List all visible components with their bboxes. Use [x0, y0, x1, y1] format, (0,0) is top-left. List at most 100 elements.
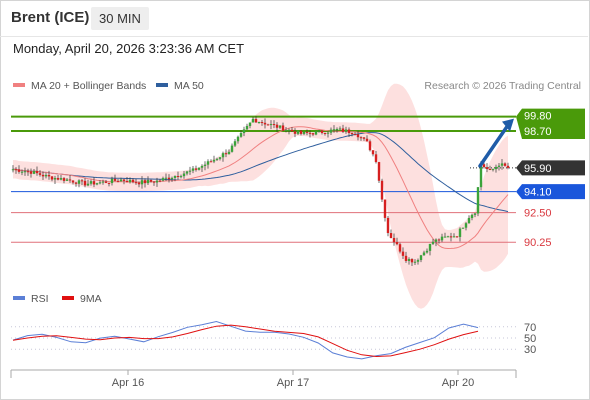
- candle-body: [23, 171, 27, 173]
- candle-body: [317, 130, 321, 132]
- candle-body: [227, 151, 231, 155]
- ma20-line: [13, 126, 509, 250]
- candle-body: [269, 124, 273, 126]
- candle-body: [335, 128, 339, 130]
- candle-body: [338, 128, 342, 130]
- candle-body: [152, 181, 156, 183]
- candle-body: [95, 183, 99, 185]
- candle-body: [383, 199, 387, 218]
- candle-body: [395, 242, 399, 245]
- candle-body: [206, 161, 210, 165]
- candle-body: [56, 177, 60, 180]
- rsi-tick-label: 30: [524, 344, 536, 356]
- candle-body: [308, 132, 312, 134]
- candle-body: [359, 137, 363, 139]
- timeframe-button[interactable]: 30 MIN: [91, 7, 149, 30]
- candle-body: [329, 129, 333, 133]
- candle-body: [410, 258, 414, 263]
- candle-body: [74, 182, 78, 184]
- candle-body: [101, 181, 105, 183]
- candle-body: [446, 236, 450, 238]
- projection-arrow-head: [502, 118, 514, 132]
- level-tag-94-10: 94.10: [524, 187, 552, 199]
- candle-body: [230, 145, 234, 152]
- candle-body: [344, 129, 348, 132]
- candle-body: [443, 236, 447, 238]
- candle-body: [179, 176, 183, 178]
- candle-body: [503, 163, 507, 166]
- candle-body: [380, 180, 384, 200]
- candle-body: [497, 165, 501, 167]
- legend-ma20-swatch: [13, 83, 25, 88]
- candle-body: [167, 177, 171, 180]
- legend-rsi-label: RSI: [31, 293, 49, 305]
- candle-body: [92, 181, 96, 185]
- candle-body: [320, 130, 324, 134]
- candle-body: [200, 165, 204, 168]
- candle-body: [407, 258, 411, 261]
- candle-body: [326, 132, 330, 134]
- candle-body: [293, 131, 297, 134]
- level-tag-99-80: 99.80: [524, 111, 552, 123]
- candle-body: [473, 213, 477, 215]
- candle-body: [311, 133, 315, 135]
- x-tick-label: Apr 20: [442, 377, 474, 389]
- level-tag-90-25: 90.25: [524, 237, 552, 249]
- candle-body: [41, 174, 45, 177]
- candle-body: [332, 129, 336, 131]
- rsi-tick-label: 70: [524, 322, 536, 334]
- legend-ma20-label: MA 20 + Bollinger Bands: [31, 80, 147, 92]
- candle-body: [203, 164, 207, 166]
- candle-body: [212, 159, 216, 162]
- candle-body: [374, 154, 378, 163]
- candle-body: [182, 173, 186, 177]
- candle-body: [158, 180, 162, 182]
- candle-body: [458, 228, 462, 237]
- candle-body: [449, 236, 453, 238]
- level-tag-98-70: 98.70: [524, 126, 552, 138]
- candle-body: [377, 162, 381, 181]
- ma50-line: [13, 132, 509, 213]
- candle-body: [464, 223, 468, 228]
- candle-body: [53, 177, 57, 180]
- projection-arrow-line: [478, 124, 509, 168]
- candle-body: [386, 217, 390, 234]
- candle-body: [401, 251, 405, 256]
- candle-body: [26, 171, 30, 173]
- candle-body: [59, 178, 63, 180]
- candle-body: [155, 180, 159, 183]
- candle-body: [128, 179, 132, 183]
- candle-body: [392, 237, 396, 243]
- candle-body: [425, 250, 429, 253]
- candle-body: [131, 179, 135, 183]
- legend-ma50-label: MA 50: [174, 80, 204, 92]
- candle-body: [164, 177, 168, 179]
- candle-body: [323, 133, 327, 135]
- candle-body: [221, 153, 225, 158]
- level-tag-92-50: 92.50: [524, 208, 552, 220]
- candle-body: [65, 179, 69, 181]
- candle-body: [35, 170, 39, 174]
- candle-body: [143, 180, 147, 184]
- candle-body: [116, 180, 120, 182]
- candle-body: [134, 182, 138, 184]
- resistance-tag-box: [516, 108, 585, 140]
- legend-rsi-swatch: [13, 296, 25, 301]
- legend-9ma: 9MA: [62, 293, 102, 305]
- candle-body: [479, 164, 483, 188]
- candle-body: [347, 129, 351, 134]
- candle-body: [107, 182, 111, 184]
- candle-body: [119, 179, 123, 182]
- rsi-line: [12, 320, 479, 360]
- candle-body: [296, 130, 300, 134]
- legend-ma50: MA 50: [156, 80, 204, 92]
- candle-body: [404, 255, 408, 261]
- timestamp: Monday, April 20, 2026 3:23:36 AM CET: [13, 41, 245, 56]
- candle-body: [371, 150, 375, 155]
- candle-body: [416, 260, 420, 262]
- candle-body: [251, 118, 255, 123]
- candle-body: [287, 129, 291, 131]
- candle-body: [500, 163, 504, 166]
- candle-body: [467, 218, 471, 224]
- candle-body: [437, 239, 441, 241]
